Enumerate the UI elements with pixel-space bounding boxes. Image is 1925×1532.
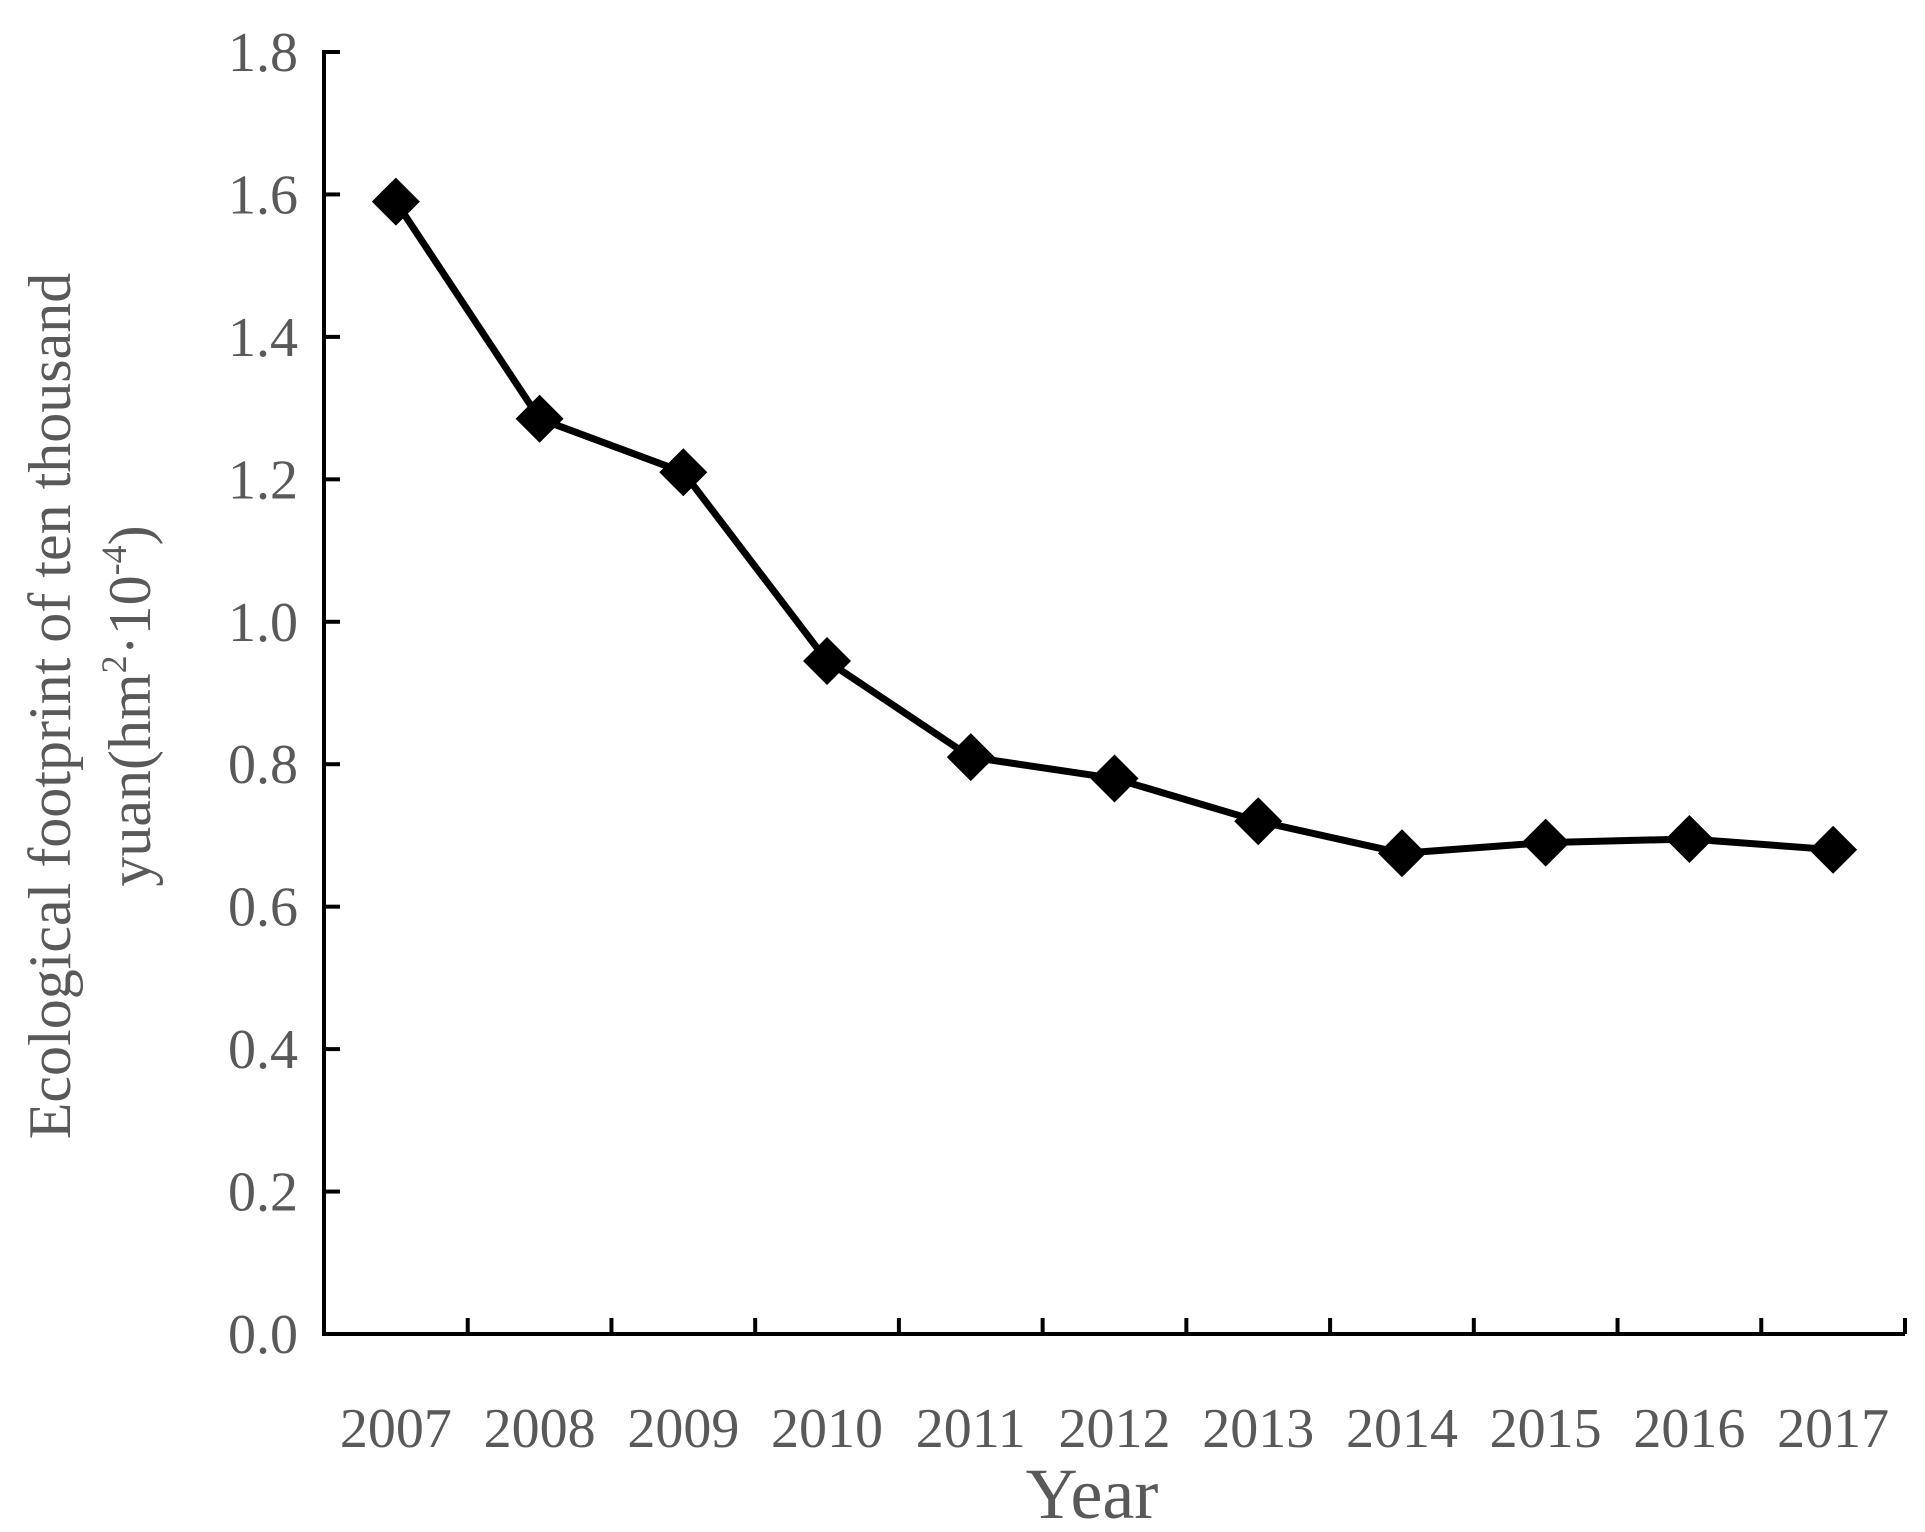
data-point-marker bbox=[1809, 825, 1858, 874]
y-axis-title-sup1: 2 bbox=[94, 655, 134, 673]
data-point-marker bbox=[1234, 797, 1283, 846]
y-tick-label: 1.6 bbox=[228, 164, 298, 226]
x-tick-label: 2017 bbox=[1777, 1398, 1889, 1460]
data-point-marker bbox=[946, 733, 995, 782]
data-point-marker bbox=[371, 177, 420, 226]
y-tick-label: 1.2 bbox=[228, 449, 298, 511]
series-group bbox=[371, 177, 1858, 878]
data-point-marker bbox=[1521, 818, 1570, 867]
y-axis-title-line2-start: yuan(hm bbox=[97, 673, 163, 886]
x-tick-label: 2011 bbox=[916, 1398, 1026, 1460]
y-tick-label: 0.6 bbox=[228, 877, 298, 939]
y-axis-title-line2: yuan(hm2·10-4) bbox=[94, 525, 163, 886]
data-point-marker bbox=[659, 448, 708, 497]
x-tick-label: 2015 bbox=[1490, 1398, 1602, 1460]
y-tick-label: 0.0 bbox=[228, 1304, 298, 1366]
y-tick-label: 0.8 bbox=[228, 734, 298, 796]
data-point-marker bbox=[1377, 829, 1426, 878]
y-axis-title-sup2: -4 bbox=[94, 545, 134, 575]
x-tick-label: 2016 bbox=[1633, 1398, 1745, 1460]
x-tick-label: 2010 bbox=[771, 1398, 883, 1460]
x-tick-label: 2009 bbox=[627, 1398, 739, 1460]
x-axis-title: Year bbox=[1026, 1454, 1159, 1532]
y-axis-title-line1: Ecological footprint of ten thousand bbox=[17, 273, 83, 1139]
x-tick-label: 2008 bbox=[484, 1398, 596, 1460]
x-axis-ticks: 2007 2008 2009 2010 2011 2012 2013 2014 2015 2016… bbox=[340, 1318, 1907, 1460]
data-point-marker bbox=[1665, 815, 1714, 864]
x-tick-label: 2007 bbox=[340, 1398, 452, 1460]
y-axis-title-end: ) bbox=[97, 525, 163, 545]
data-point-marker bbox=[515, 394, 564, 443]
x-tick-label: 2013 bbox=[1202, 1398, 1314, 1460]
y-axis-title-mid: ·10 bbox=[97, 575, 163, 655]
data-point-marker bbox=[803, 636, 852, 685]
x-tick-label: 2014 bbox=[1346, 1398, 1458, 1460]
x-tick-label: 2012 bbox=[1059, 1398, 1171, 1460]
y-tick-label: 1.4 bbox=[228, 307, 298, 369]
y-tick-label: 1.8 bbox=[228, 22, 298, 84]
data-point-marker bbox=[1090, 754, 1139, 803]
y-axis-ticks: 0.0 0.2 0.4 0.6 0.8 1.0 1.2 1.4 1.6 1.8 bbox=[228, 22, 340, 1366]
y-tick-label: 0.4 bbox=[228, 1019, 298, 1081]
y-tick-label: 1.0 bbox=[228, 592, 298, 654]
y-tick-label: 0.2 bbox=[228, 1162, 298, 1224]
